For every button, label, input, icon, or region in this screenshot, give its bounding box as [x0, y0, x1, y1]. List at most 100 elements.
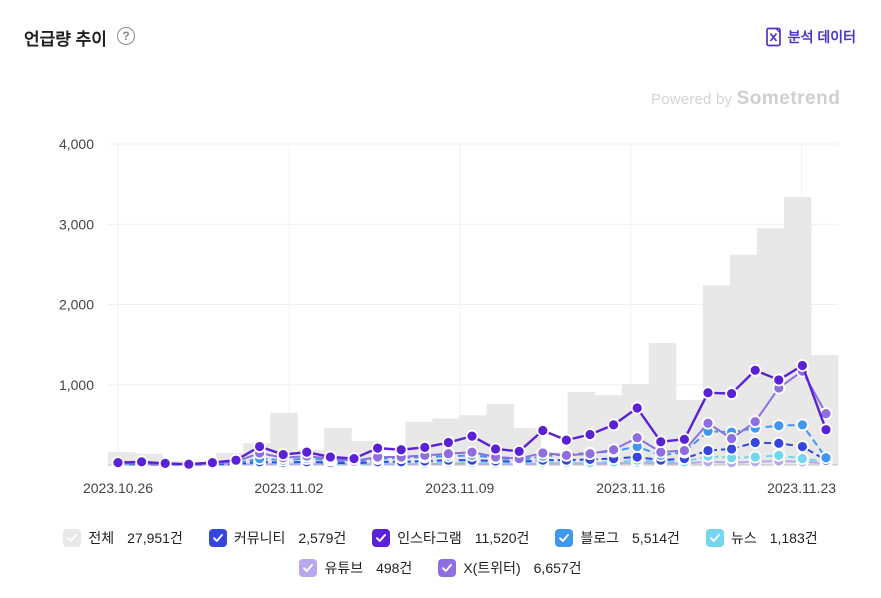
checkbox-icon[interactable]	[555, 529, 574, 547]
legend-item-total[interactable]: 전체 27,951건	[63, 528, 183, 548]
series-point-instagram	[347, 452, 361, 465]
x-tick-label: 2023.11.09	[425, 480, 494, 496]
question-circle-icon[interactable]: ?	[117, 27, 135, 45]
series-point-instagram	[300, 445, 314, 459]
series-point-twitter	[725, 432, 738, 445]
series-point-community	[772, 436, 786, 450]
series-point-instagram	[583, 428, 597, 441]
series-point-community	[748, 436, 762, 449]
checkbox-icon[interactable]	[438, 559, 457, 577]
y-tick-label: 4,000	[59, 136, 94, 152]
series-point-instagram	[205, 456, 219, 469]
series-point-instagram	[441, 436, 455, 449]
legend-count: 5,514건	[632, 530, 680, 546]
checkbox-icon[interactable]	[705, 529, 724, 547]
series-point-instagram	[253, 440, 267, 453]
y-tick-label: 2,000	[59, 297, 94, 313]
chart-legend: 전체 27,951건 커뮤니티 2,579건 인스타그램 11,520건 블로그 5,514건…	[0, 528, 881, 588]
series-point-twitter	[678, 444, 691, 457]
series-point-instagram	[111, 456, 125, 469]
legend-item-twitter[interactable]: X(트위터) 6,657건	[438, 558, 582, 578]
series-point-instagram	[394, 443, 408, 457]
series-point-twitter	[441, 447, 455, 461]
series-point-twitter	[654, 445, 668, 459]
legend-label: 커뮤니티	[233, 530, 286, 546]
legend-item-youtube[interactable]: 유튜브 498건	[299, 558, 412, 578]
series-point-community	[725, 442, 738, 456]
legend-label: 뉴스	[730, 530, 757, 546]
series-point-community	[796, 440, 809, 453]
series-point-instagram	[536, 424, 550, 437]
checkbox-icon[interactable]	[299, 559, 318, 577]
legend-count: 2,579건	[298, 530, 347, 546]
series-point-instagram	[371, 441, 385, 455]
series-point-instagram	[489, 442, 503, 456]
series-point-instagram	[678, 432, 691, 446]
series-point-instagram	[323, 450, 337, 464]
legend-count: 1,183건	[769, 530, 818, 546]
series-point-instagram	[182, 457, 196, 471]
series-point-instagram	[630, 401, 644, 415]
series-point-instagram	[725, 387, 738, 400]
x-tick-label: 2023.11.16	[596, 480, 665, 496]
series-point-twitter	[607, 443, 620, 457]
series-point-blog	[772, 419, 786, 433]
series-point-instagram	[135, 455, 149, 469]
powered-by-watermark: Powered by Sometrend	[651, 88, 840, 110]
series-point-instagram	[560, 433, 573, 447]
series-point-news	[772, 448, 786, 462]
series-point-instagram	[701, 386, 715, 400]
series-point-instagram	[276, 448, 290, 461]
series-point-news	[796, 452, 809, 465]
series-point-community	[630, 450, 644, 464]
series-point-instagram	[772, 373, 786, 387]
series-point-twitter	[536, 446, 550, 460]
mention-trend-chart: 4,000 3,000 2,000 1,000 2023.10.26 2023.11.02…	[59, 136, 839, 496]
series-point-instagram	[418, 440, 432, 454]
legend-label: X(트위터)	[463, 560, 521, 576]
x-tick-label: 2023.10.26	[83, 480, 153, 496]
series-point-instagram	[158, 456, 172, 470]
series-point-blog	[796, 418, 809, 432]
legend-item-blog[interactable]: 블로그 5,514건	[555, 528, 680, 548]
excel-file-icon	[765, 27, 781, 47]
x-tick-label: 2023.11.23	[767, 480, 836, 496]
checkbox-icon[interactable]	[372, 529, 391, 547]
legend-label: 전체	[88, 530, 115, 546]
total-bar	[378, 456, 406, 465]
series-point-twitter	[630, 431, 644, 445]
series-point-twitter	[465, 445, 479, 459]
legend-row: 유튜브 498건 X(트위터) 6,657건	[0, 558, 881, 578]
legend-item-instagram[interactable]: 인스타그램 11,520건	[372, 528, 529, 548]
legend-item-news[interactable]: 뉴스 1,183건	[705, 528, 818, 548]
series-point-instagram	[796, 359, 809, 372]
y-tick-label: 1,000	[59, 377, 94, 393]
legend-row: 전체 27,951건 커뮤니티 2,579건 인스타그램 11,520건 블로그 5,514건…	[0, 528, 881, 548]
legend-item-community[interactable]: 커뮤니티 2,579건	[208, 528, 347, 548]
chart-header: 언급량 추이 ? 분석 데이터	[0, 0, 881, 70]
series-point-twitter	[560, 448, 573, 462]
legend-label: 인스타그램	[397, 530, 462, 546]
series-point-instagram	[748, 363, 762, 377]
series-point-instagram	[654, 435, 668, 449]
legend-label: 블로그	[580, 530, 620, 546]
legend-count: 498건	[376, 560, 413, 576]
export-data-label: 분석 데이터	[787, 29, 856, 45]
series-point-news	[748, 450, 762, 464]
sometrend-logo: Sometrend	[736, 88, 841, 109]
legend-count: 27,951건	[127, 530, 183, 546]
checkbox-icon[interactable]	[208, 529, 227, 547]
series-point-instagram	[229, 453, 243, 467]
legend-count: 11,520건	[474, 530, 530, 546]
legend-count: 6,657건	[533, 560, 582, 576]
legend-label: 유튜브	[324, 560, 364, 576]
series-point-community	[701, 444, 715, 457]
export-data-button[interactable]: 분석 데이터	[765, 27, 856, 47]
page-title: 언급량 추이	[24, 30, 107, 49]
series-point-twitter	[748, 415, 762, 429]
series-point-blog	[819, 451, 833, 465]
checkbox-icon[interactable]	[63, 529, 82, 547]
x-tick-label: 2023.11.02	[254, 480, 323, 496]
total-bar	[135, 453, 163, 465]
series-point-instagram	[607, 418, 620, 432]
